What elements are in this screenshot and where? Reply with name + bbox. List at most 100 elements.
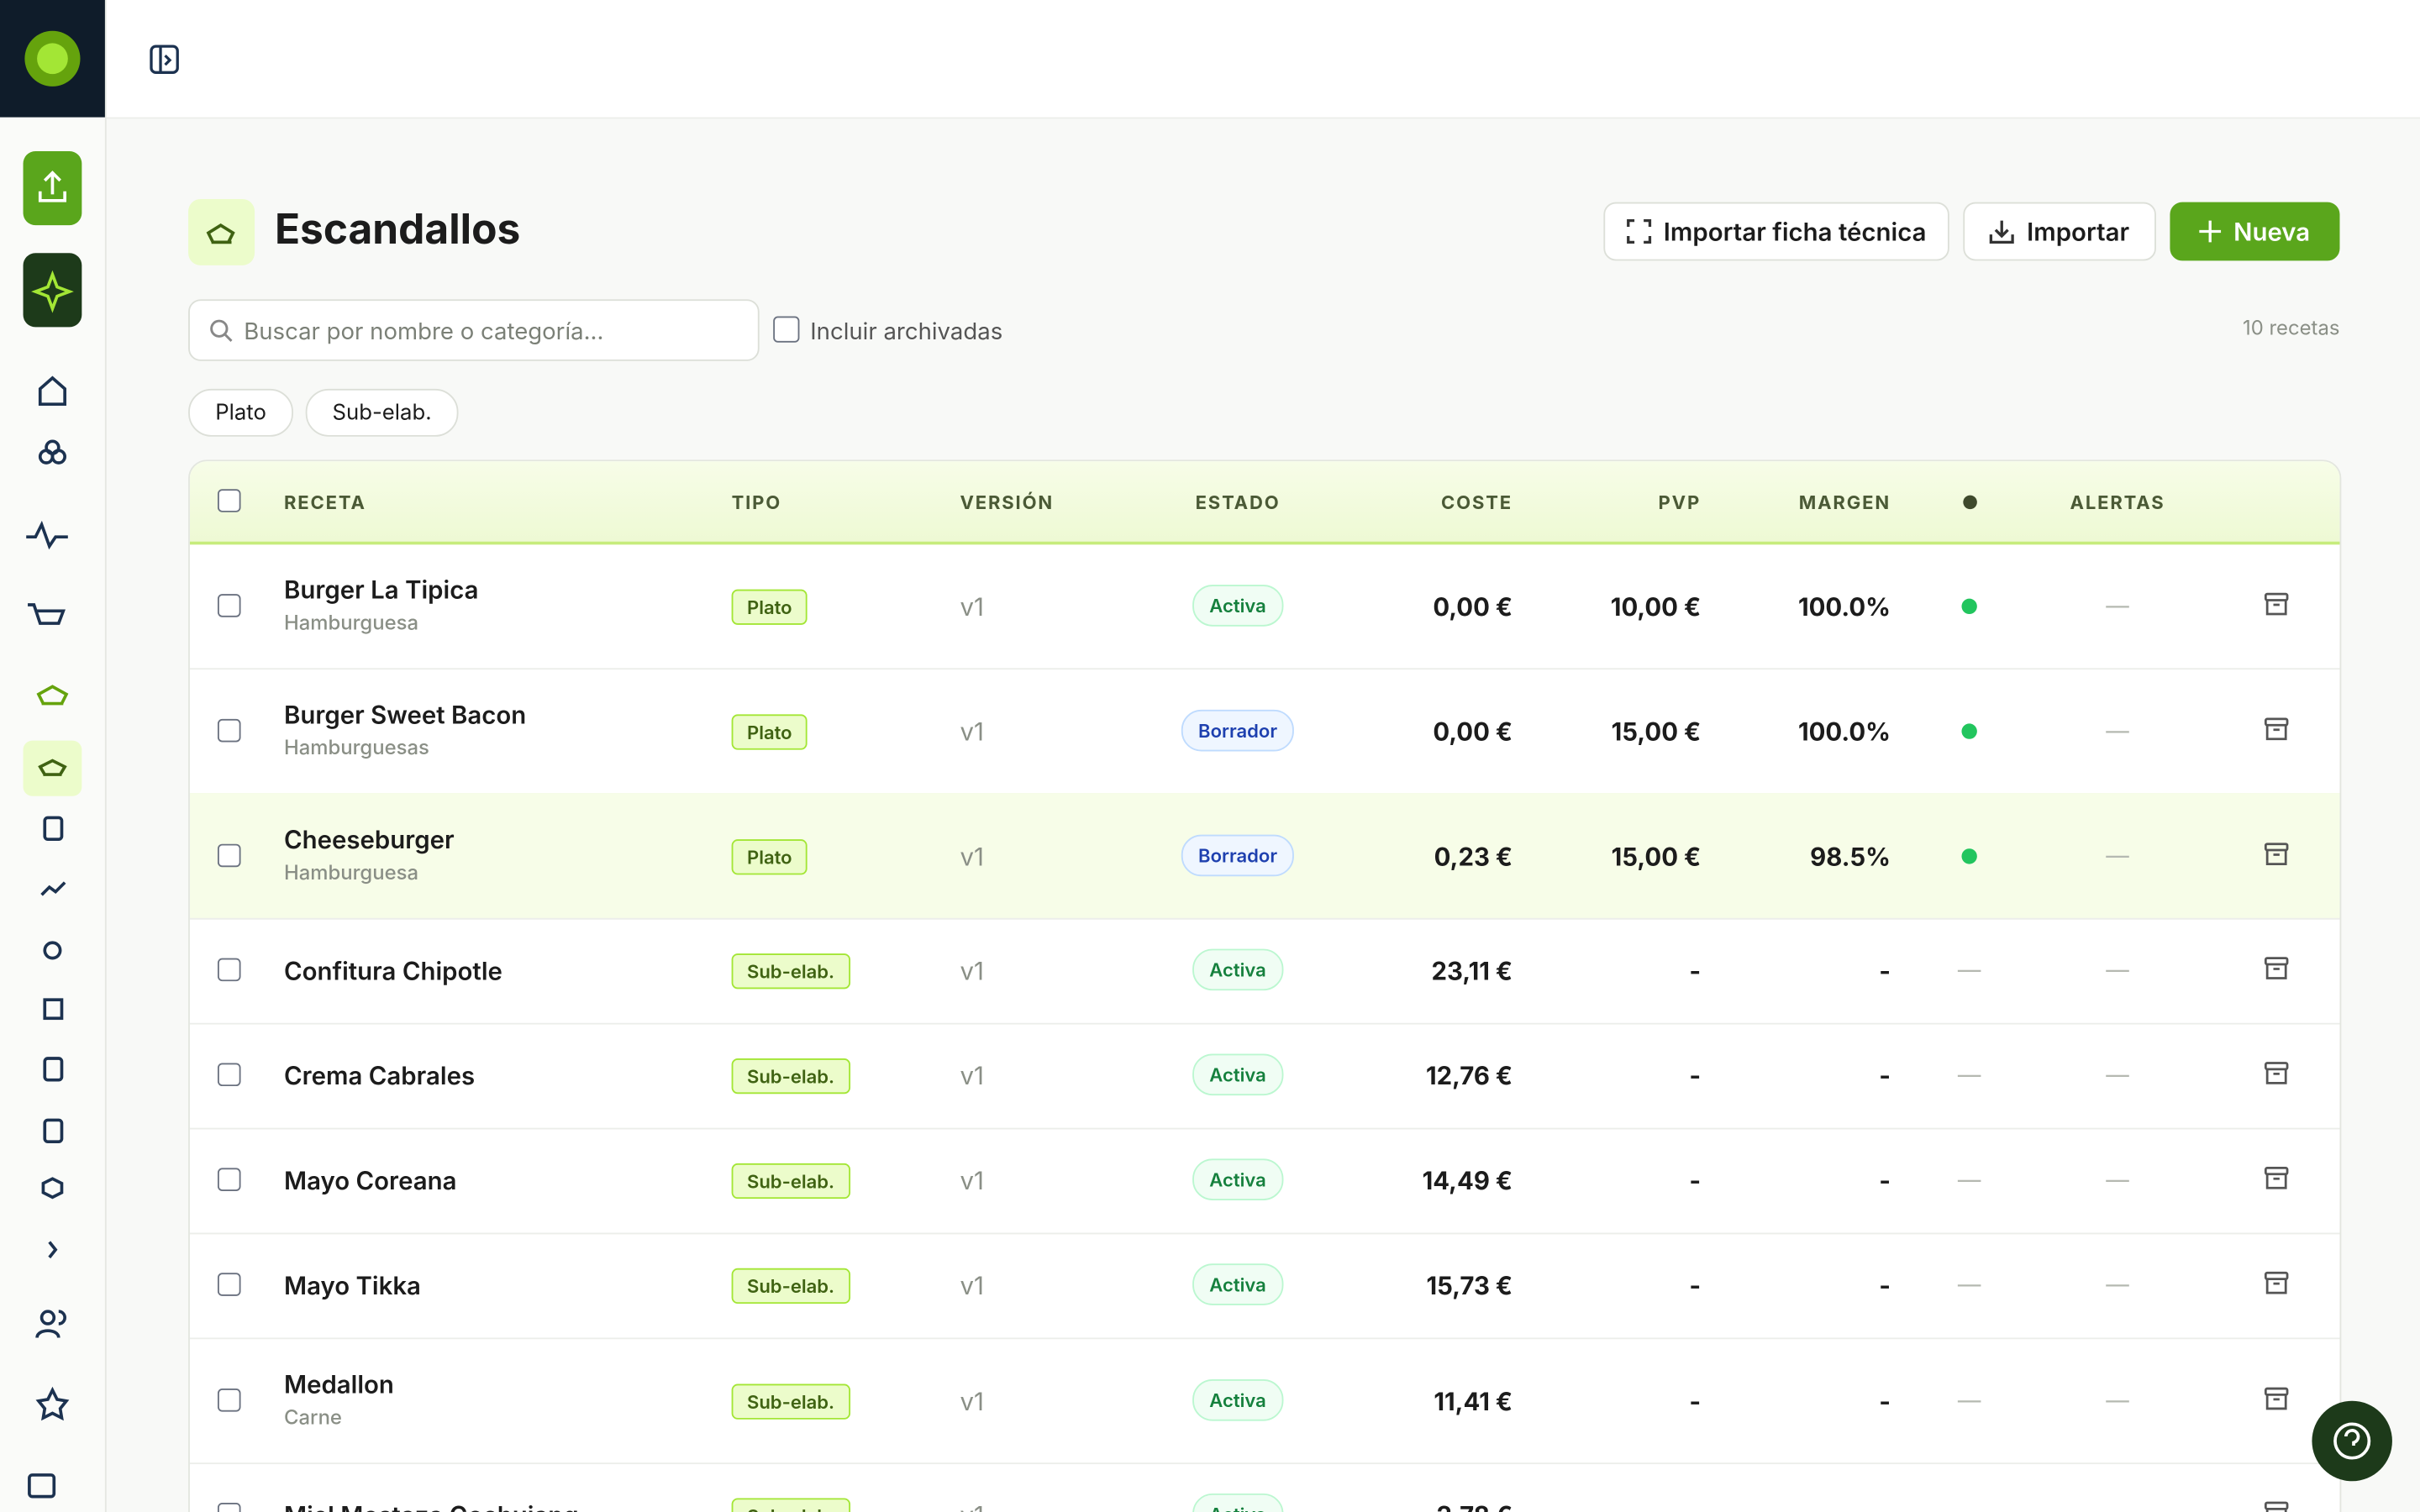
recipe-name: Burger Sweet Bacon (283, 698, 527, 729)
margin: 100.0% (1797, 715, 1891, 747)
pvp: - (1689, 1384, 1702, 1416)
indicator-dot (1961, 722, 1977, 738)
status-badge: Activa (1192, 1378, 1284, 1420)
column-header: COSTE (1440, 491, 1513, 514)
status-badge: Activa (1192, 948, 1284, 991)
version: v1 (960, 590, 984, 622)
archive-button[interactable] (2264, 1167, 2289, 1191)
archive-button[interactable] (2264, 1386, 2289, 1410)
import-sheet-button[interactable]: Importar ficha técnica (1603, 202, 1949, 261)
table-row[interactable]: Mayo Coreana Sub-elab. v1 Activa 14,49 € - - — — (189, 1128, 2340, 1235)
indicator: — (1957, 1164, 1981, 1194)
alerts: — (2106, 840, 2129, 870)
status-badge: Borrador (1181, 833, 1295, 876)
version: v1 (960, 954, 984, 986)
sidebar (0, 0, 107, 1512)
archive-button[interactable] (2264, 842, 2289, 866)
column-header: TIPO (731, 491, 782, 514)
row-checkbox[interactable] (217, 593, 241, 617)
table-row[interactable]: Confitura Chipotle Sub-elab. v1 Activa 23,11… (189, 918, 2340, 1025)
page-icon (188, 198, 255, 265)
margin: - (1879, 1269, 1891, 1301)
table-row[interactable]: Cheeseburger Hamburguesa Plato v1 Borrador 0,… (189, 793, 2340, 920)
archived-checkbox[interactable] (773, 316, 800, 343)
row-checkbox[interactable] (217, 843, 241, 867)
table-row[interactable]: Burger Sweet Bacon Hamburguesas Plato v1 Bor… (189, 668, 2340, 795)
indicator: — (1957, 954, 1981, 984)
status-badge: Activa (1192, 584, 1284, 626)
margin: - (1879, 1164, 1891, 1196)
archive-button[interactable] (2264, 717, 2289, 741)
pvp: - (1689, 954, 1702, 986)
recipe-name: Cheeseburger (283, 822, 455, 854)
indicator-dot (1961, 848, 1977, 864)
ai-button[interactable] (23, 253, 82, 328)
pvp: 10,00 € (1610, 590, 1702, 622)
table-header: RECETA TIPO VERSIÓN ESTADO COSTE PVP MARGEN ALE… (189, 461, 2340, 545)
archive-button[interactable] (2264, 957, 2289, 981)
recipe-name: Crema Cabrales (283, 1059, 476, 1091)
row-checkbox[interactable] (217, 1168, 241, 1191)
cost: 14,49 € (1422, 1164, 1513, 1196)
row-checkbox[interactable] (217, 1388, 241, 1411)
pvp: 15,00 € (1611, 840, 1702, 871)
recipe-name: Burger La Tipica (283, 573, 479, 605)
alerts: — (2106, 1499, 2129, 1512)
table-row[interactable]: Mayo Tikka Sub-elab. v1 Activa 15,73 € - - — — (189, 1233, 2340, 1340)
row-checkbox[interactable] (217, 1502, 241, 1512)
row-checkbox[interactable] (217, 1063, 241, 1087)
archived-label: Incluir archivadas (810, 316, 1003, 346)
alerts: — (2106, 1164, 2129, 1194)
archive-button[interactable] (2264, 1501, 2289, 1512)
archive-button[interactable] (2264, 1062, 2289, 1086)
recipe-name: Miel Mostaza Gochujang (284, 1499, 579, 1512)
table-row[interactable]: Burger La Tipica Hamburguesa Plato v1 Activa… (189, 543, 2340, 670)
indicator: — (1957, 1059, 1981, 1089)
cost: 23,11 € (1431, 954, 1513, 986)
cost: 12,76 € (1425, 1059, 1513, 1091)
archive-button[interactable] (2264, 591, 2289, 616)
table-row[interactable]: Crema Cabrales Sub-elab. v1 Activa 12,76 € - -… (189, 1023, 2340, 1130)
help-button[interactable] (2312, 1400, 2392, 1482)
recipe-name: Confitura Chipotle (283, 954, 502, 986)
recipe-category: Hamburguesas (283, 735, 429, 760)
table-row[interactable]: Medallon Carne Sub-elab. v1 Activa 11,41 € - - —… (189, 1337, 2340, 1465)
logo[interactable] (0, 0, 105, 118)
filter-chip[interactable]: Sub-elab. (305, 388, 459, 437)
status-badge: Activa (1192, 1493, 1284, 1512)
type-badge: Plato (731, 713, 808, 749)
indicator: — (1958, 1499, 1981, 1512)
column-header: PVP (1658, 491, 1702, 514)
status-badge: Activa (1192, 1158, 1284, 1200)
margin: - (1879, 1499, 1891, 1512)
topbar (106, 0, 2420, 119)
row-checkbox[interactable] (217, 958, 241, 982)
archive-button[interactable] (2264, 1271, 2289, 1295)
status-badge: Activa (1192, 1263, 1284, 1305)
row-checkbox[interactable] (217, 718, 241, 742)
select-all-checkbox[interactable] (217, 489, 241, 512)
status-badge: Borrador (1181, 708, 1295, 751)
new-button[interactable]: Nueva (2170, 202, 2340, 261)
alerts: — (2106, 715, 2129, 745)
table-row[interactable]: Miel Mostaza Gochujang Sub-elab. v1 Activa 2… (190, 1462, 2340, 1512)
search-input[interactable]: Buscar por nombre o categoría... (188, 299, 760, 361)
column-header: VERSIÓN (960, 491, 1055, 514)
column-header: MARGEN (1798, 491, 1891, 514)
row-checkbox[interactable] (217, 1273, 241, 1296)
cost: 2,78 € (1437, 1499, 1512, 1512)
nav-icons[interactable] (0, 339, 105, 1512)
alerts: — (2106, 590, 2129, 620)
button-label: Nueva (2233, 216, 2311, 247)
cost: 15,73 € (1426, 1269, 1513, 1301)
type-badge: Sub-elab. (731, 953, 850, 990)
cost: 0,23 € (1434, 840, 1513, 871)
sidebar-toggle[interactable] (150, 45, 181, 76)
cost: 11,41 € (1434, 1384, 1513, 1416)
alerts: — (2106, 954, 2129, 984)
import-button[interactable]: Importar (1963, 202, 2156, 261)
filter-chip[interactable]: Plato (188, 388, 293, 437)
type-badge: Sub-elab. (731, 1163, 850, 1200)
upload-button[interactable] (23, 151, 82, 226)
